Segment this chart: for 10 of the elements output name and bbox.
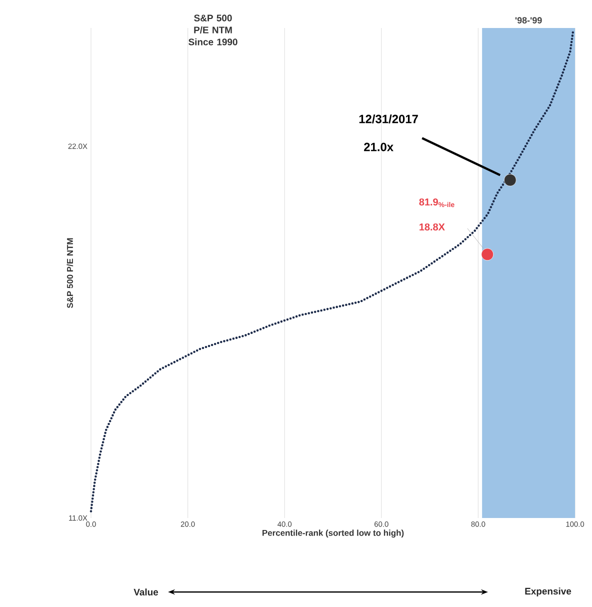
annotation: 18.8X — [420, 223, 445, 230]
annotation: 21.0x — [364, 142, 394, 152]
text: Value — [134, 588, 158, 596]
annotation: 12/31/2017 — [359, 114, 418, 124]
x-axis-title: Percentile-rank (sorted low to high) — [262, 530, 404, 538]
annotation: 81.9$_{%-ile}$ — [419, 198, 454, 208]
chart-title: S&P 500 P/E NTM Since 1990 — [188, 14, 238, 46]
y-axis-title: S&P 500 P/E NTM — [66, 238, 74, 308]
text: Expensive — [525, 588, 572, 596]
band-label: '98-'99 — [515, 17, 542, 24]
